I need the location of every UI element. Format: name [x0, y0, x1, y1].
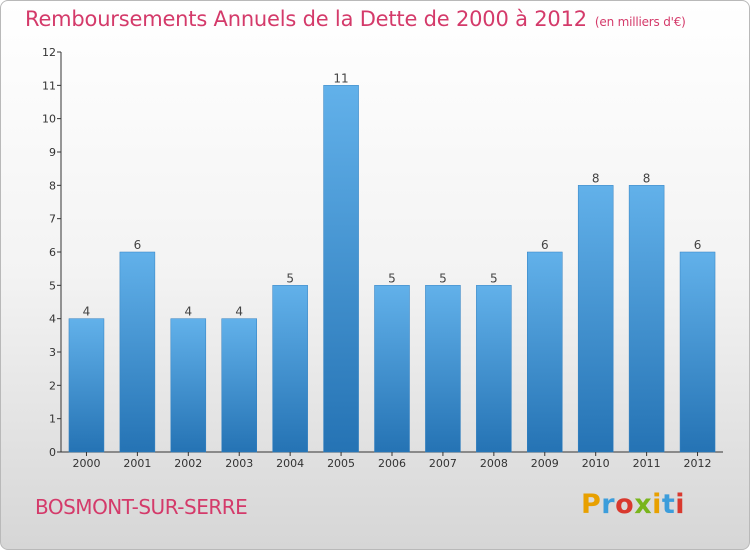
logo-letter: r — [601, 489, 616, 520]
y-tick-label: 7 — [49, 213, 56, 226]
x-tick-label: 2009 — [531, 457, 559, 470]
bar — [170, 318, 207, 453]
x-tick-label: 2012 — [684, 457, 712, 470]
y-tick-label: 12 — [42, 46, 56, 59]
bar-value-label: 5 — [388, 271, 396, 285]
bar — [679, 251, 716, 453]
x-tick-label: 2011 — [633, 457, 661, 470]
chart-subtitle: (en milliers d'€) — [594, 15, 686, 29]
proxiti-logo: Proxiti — [581, 489, 685, 520]
logo-letter: o — [615, 489, 635, 520]
bar-value-label: 6 — [541, 238, 549, 252]
y-tick-label: 9 — [49, 146, 56, 159]
chart-title-text: Remboursements Annuels de la Dette de 20… — [25, 7, 587, 31]
y-tick-label: 6 — [49, 246, 56, 259]
y-tick-label: 1 — [49, 413, 56, 426]
bar-value-label: 8 — [643, 171, 651, 185]
bar-value-label: 4 — [83, 305, 91, 319]
bar-value-label: 11 — [333, 71, 348, 85]
y-tick-label: 2 — [49, 379, 56, 392]
commune-name: BOSMONT-SUR-SERRE — [35, 495, 248, 519]
y-tick-label: 5 — [49, 279, 56, 292]
y-tick-label: 3 — [49, 346, 56, 359]
bar — [628, 185, 665, 453]
x-tick-label: 2004 — [276, 457, 304, 470]
x-tick-label: 2002 — [174, 457, 202, 470]
bar — [68, 318, 105, 453]
bar — [119, 251, 156, 453]
y-tick-label: 0 — [49, 446, 56, 459]
x-tick-label: 2006 — [378, 457, 406, 470]
x-tick-label: 2003 — [225, 457, 253, 470]
bar — [577, 185, 614, 453]
logo-letter: P — [581, 489, 602, 520]
bar — [272, 285, 308, 453]
bar — [476, 285, 512, 453]
bar-value-label: 6 — [134, 238, 142, 252]
chart-title: Remboursements Annuels de la Dette de 20… — [25, 7, 686, 31]
bar-value-label: 8 — [592, 171, 600, 185]
x-tick-label: 2010 — [582, 457, 610, 470]
bar-value-label: 4 — [184, 305, 192, 319]
x-tick-label: 2007 — [429, 457, 457, 470]
x-tick-label: 2000 — [72, 457, 100, 470]
bar-value-label: 4 — [235, 305, 243, 319]
bar-value-label: 6 — [694, 238, 702, 252]
x-tick-label: 2008 — [480, 457, 508, 470]
bar — [527, 251, 563, 453]
bar-value-label: 5 — [286, 271, 294, 285]
bar — [221, 318, 257, 453]
logo-letter: t — [661, 489, 676, 520]
bar-value-label: 5 — [490, 271, 498, 285]
logo-letter: x — [634, 489, 653, 520]
logo-letter: i — [675, 489, 686, 520]
x-tick-label: 2001 — [123, 457, 151, 470]
y-tick-label: 11 — [42, 79, 56, 92]
logo-letter: i — [652, 489, 662, 520]
x-tick-label: 2005 — [327, 457, 355, 470]
y-tick-label: 10 — [42, 113, 56, 126]
bar — [374, 285, 410, 453]
y-tick-label: 4 — [49, 313, 56, 326]
bar-value-label: 5 — [439, 271, 447, 285]
y-tick-label: 8 — [49, 179, 56, 192]
bar — [323, 85, 359, 453]
bar — [425, 285, 461, 453]
